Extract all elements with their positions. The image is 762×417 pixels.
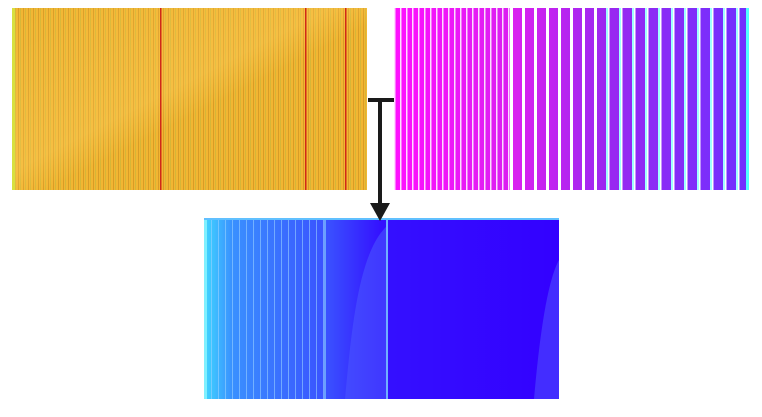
panel-blue-stripes: [204, 218, 324, 399]
panel-magenta-stripes: [510, 8, 606, 190]
panel-orange-edge: [12, 8, 15, 190]
connector-arrow: [368, 98, 394, 221]
panel-blue-curve: [345, 225, 388, 399]
arrow-head: [370, 203, 390, 221]
panel-orange-line: [305, 8, 307, 190]
panel-blue-curve: [534, 260, 559, 399]
panel-blue-top: [204, 218, 559, 220]
panel-magenta-stripes: [606, 8, 749, 190]
panel-blue-line: [324, 218, 326, 399]
panel-orange: [12, 8, 367, 190]
panel-orange-line: [345, 8, 347, 190]
panel-magenta-stripes: [394, 8, 510, 190]
panel-blue-edge: [204, 218, 207, 399]
panel-magenta-edge: [746, 8, 749, 190]
panel-orange-line: [160, 8, 162, 190]
panel-magenta: [394, 8, 749, 190]
panel-orange-diagonal: [12, 8, 367, 190]
panel-blue-line: [386, 218, 388, 399]
panel-blue: [204, 218, 559, 399]
